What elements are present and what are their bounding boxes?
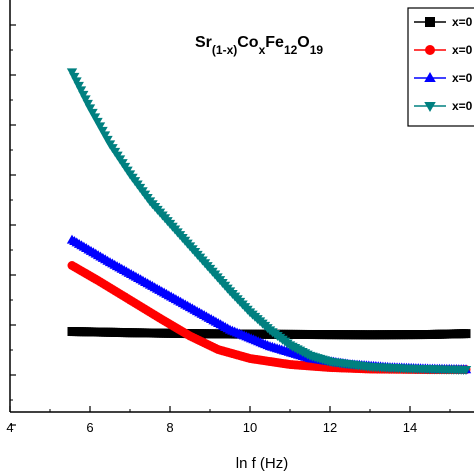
legend-entry: x=0 <box>414 43 473 57</box>
x-tick-label: 4 <box>6 420 13 435</box>
x-tick-label: 12 <box>323 420 337 435</box>
plot-area <box>66 68 472 375</box>
chart-title-text: Sr(1-x)CoxFe12O19 <box>195 34 323 57</box>
x-tick-label: 14 <box>403 420 417 435</box>
data-point <box>94 122 106 132</box>
legend-label: x=0 <box>452 99 473 113</box>
axes: 4 6 8 10 12 14 <box>6 0 474 435</box>
legend-entry: x=0 <box>414 15 473 29</box>
series-3 <box>66 68 472 375</box>
legend-entry: x=0 <box>414 99 473 113</box>
legend-label: x=0 <box>452 43 473 57</box>
x-tick-label: 8 <box>166 420 173 435</box>
x-axis-label: ln f (Hz) <box>236 455 289 472</box>
legend-marker <box>425 17 435 27</box>
legend-marker <box>425 45 435 55</box>
legend-entry: x=0 <box>414 71 473 85</box>
chart-title: Sr(1-x)CoxFe12O19 <box>195 34 323 57</box>
series-0 <box>67 327 471 340</box>
legend-label: x=0 <box>452 15 473 29</box>
x-tick-label: 10 <box>243 420 257 435</box>
data-point <box>461 329 471 339</box>
x-tick-label: 6 <box>86 420 93 435</box>
legend: x=0 x=0 x=0 x=0 <box>407 7 474 127</box>
legend-label: x=0 <box>452 71 473 85</box>
legend-marker <box>424 102 436 112</box>
data-point <box>460 366 472 375</box>
legend-marker <box>424 72 436 82</box>
